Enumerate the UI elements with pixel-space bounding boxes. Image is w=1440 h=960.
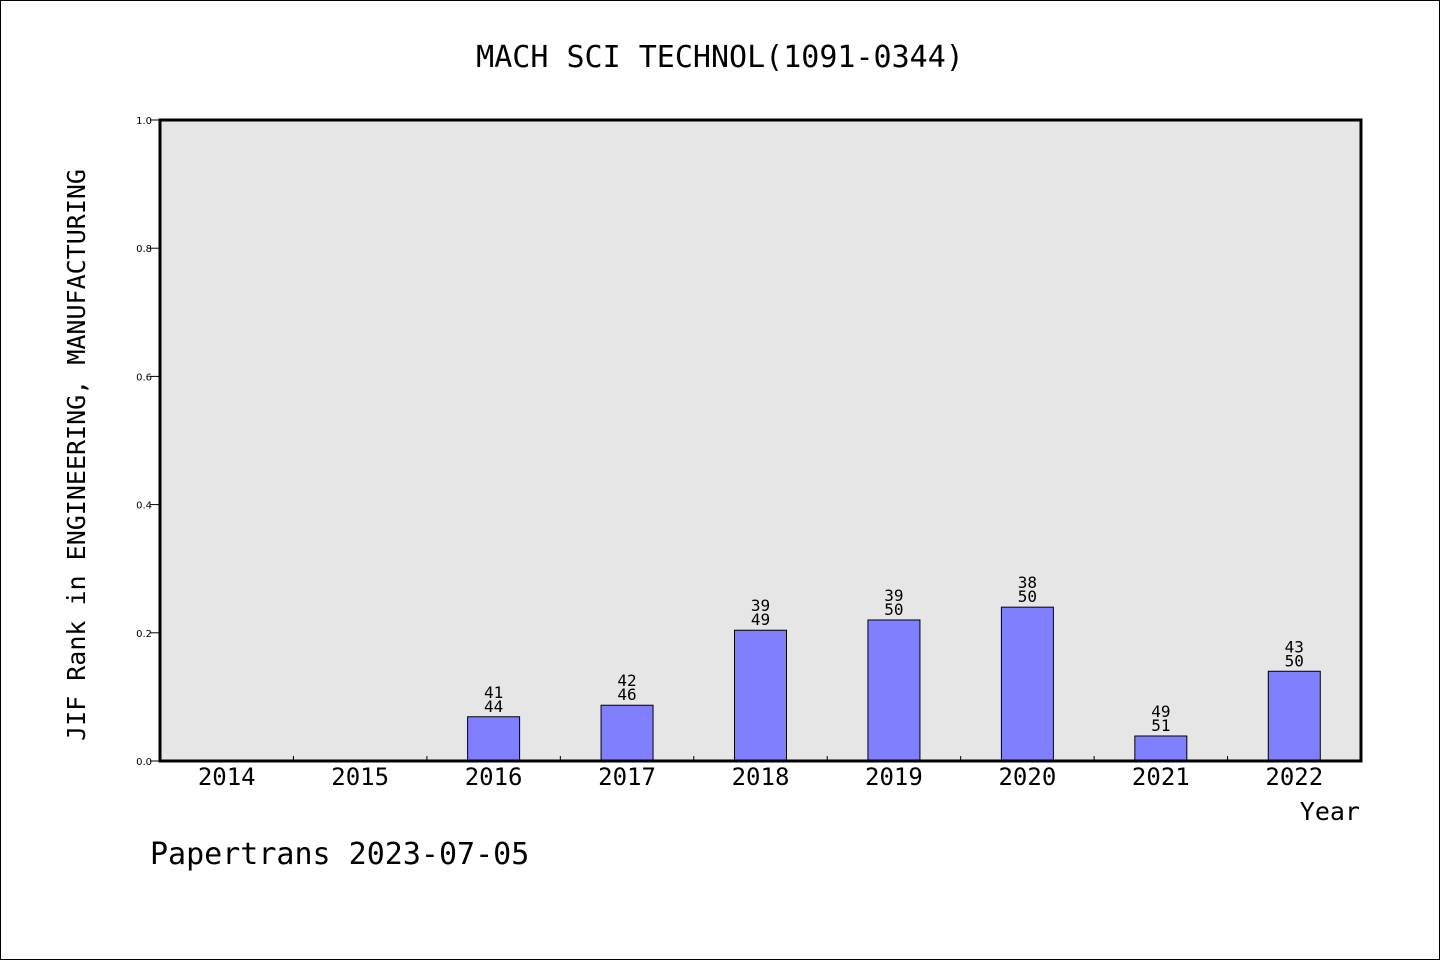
- bar: [467, 716, 521, 762]
- x-tick-label: 2016: [465, 763, 523, 791]
- y-tick-label: 0.0: [136, 757, 152, 768]
- bar: [867, 619, 921, 762]
- x-axis-label: Year: [1300, 797, 1360, 826]
- x-tick-label: 2015: [331, 763, 389, 791]
- y-tick-label: 0.6: [136, 372, 152, 383]
- x-tick-label: 2021: [1132, 763, 1190, 791]
- bar-total-label: 50: [1018, 587, 1037, 606]
- y-tick-label: 0.4: [136, 501, 152, 512]
- x-tick-label: 2017: [598, 763, 656, 791]
- x-tick-label: 2022: [1265, 763, 1323, 791]
- bar: [600, 704, 654, 762]
- footer-watermark: Papertrans 2023-07-05: [150, 837, 529, 872]
- bar-rank-label: 42: [617, 671, 636, 690]
- y-tick-label: 0.2: [136, 629, 152, 640]
- x-tick-label: 2019: [865, 763, 923, 791]
- x-tick-label: 2020: [998, 763, 1056, 791]
- bar-total-label: 50: [884, 600, 903, 619]
- bars: [467, 606, 1321, 762]
- bar-rank-label: 38: [1018, 573, 1037, 592]
- bar-rank-label: 39: [884, 586, 903, 605]
- bar-total-label: 49: [751, 610, 770, 629]
- bar-total-label: 50: [1285, 651, 1304, 670]
- x-tick-label: 2014: [198, 763, 256, 791]
- bar: [1000, 606, 1054, 762]
- bar-total-label: 51: [1151, 716, 1170, 735]
- x-tick-label: 2018: [732, 763, 790, 791]
- bar: [1267, 670, 1321, 762]
- bar: [734, 629, 787, 762]
- bar-total-label: 44: [484, 697, 503, 716]
- chart-title: MACH SCI TECHNOL(1091-0344): [476, 40, 964, 75]
- data-labels: 2014 2015 2016 2017 2018 2019 2020 2021 2022 4144…: [198, 573, 1323, 791]
- y-tick-label: 0.8: [136, 244, 152, 255]
- plot-border: [158, 118, 1363, 763]
- bar-rank-label: 39: [751, 596, 770, 615]
- bar-rank-label: 49: [1151, 702, 1170, 721]
- y-tick-label: 1.0: [136, 116, 152, 127]
- axis-ticks: 0.0 0.2 0.4 0.6 0.8 1.0: [136, 116, 1229, 768]
- bar: [1134, 735, 1188, 762]
- y-axis-label: JIF Rank in ENGINEERING, MANUFACTURING: [62, 169, 91, 741]
- bar-rank-label: 43: [1285, 637, 1304, 656]
- bar-rank-label: 41: [484, 683, 503, 702]
- bar-total-label: 46: [617, 685, 636, 704]
